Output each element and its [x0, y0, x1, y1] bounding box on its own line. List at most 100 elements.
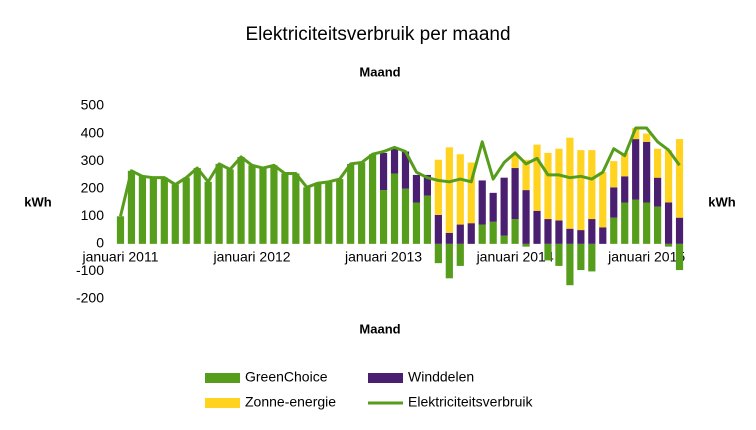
legend-swatch	[368, 373, 403, 383]
bar	[226, 169, 234, 244]
legend-swatch	[205, 373, 240, 383]
bar	[204, 181, 212, 244]
bar	[566, 243, 574, 286]
bar	[599, 227, 607, 244]
bar	[533, 144, 541, 211]
bar	[522, 159, 530, 191]
bar	[522, 190, 530, 244]
bar	[664, 150, 673, 203]
x-tick-label: januari 2014	[476, 249, 554, 265]
bar	[368, 154, 377, 244]
x-tick-label: januari 2013	[344, 249, 422, 265]
x-tick-label: januari 2015	[607, 249, 685, 265]
legend-label: Zonne-energie	[245, 394, 336, 410]
bar	[434, 159, 442, 215]
bar	[259, 168, 267, 244]
bar	[588, 243, 596, 272]
bar	[610, 161, 618, 188]
bar	[653, 177, 662, 207]
bar	[544, 219, 552, 244]
line	[119, 126, 681, 217]
bar	[171, 184, 179, 244]
bar	[632, 199, 640, 244]
x-tick-label: januari 2011	[81, 249, 158, 265]
bar	[632, 139, 640, 200]
bar	[314, 183, 322, 244]
bar	[544, 243, 552, 261]
y2-axis-title: kWh	[708, 194, 736, 209]
bar	[127, 170, 136, 244]
bar	[664, 202, 673, 244]
bar	[281, 173, 289, 244]
bar	[445, 243, 453, 279]
y-tick-label: -200	[76, 290, 104, 306]
bar	[434, 243, 442, 264]
bar	[511, 168, 519, 220]
bar	[632, 128, 640, 140]
legend-label: GreenChoice	[245, 369, 328, 385]
bar	[390, 148, 399, 174]
bar	[292, 173, 300, 244]
bar	[522, 243, 530, 247]
legend-label: Winddelen	[408, 369, 474, 385]
bar	[379, 190, 388, 244]
bar	[489, 221, 497, 244]
y-tick-label: 400	[81, 124, 105, 140]
bar	[412, 202, 421, 244]
legend-swatch	[205, 398, 240, 408]
y-tick-label: 0	[96, 235, 104, 251]
x-axis-title: Maand	[359, 321, 400, 336]
bar	[358, 162, 366, 244]
bar	[489, 192, 497, 222]
bar	[116, 216, 125, 244]
bar	[621, 202, 629, 244]
bar	[478, 180, 486, 225]
bar	[566, 137, 574, 229]
bar	[456, 154, 464, 225]
bar	[544, 152, 552, 220]
bar	[149, 177, 157, 244]
bar	[390, 173, 399, 244]
bar	[434, 214, 442, 244]
bar	[445, 232, 453, 244]
bar	[566, 228, 574, 244]
bar	[533, 210, 541, 244]
bar	[401, 188, 410, 244]
bar	[610, 187, 618, 218]
bar	[401, 151, 410, 189]
bar	[445, 147, 453, 233]
bar	[138, 176, 147, 244]
bar	[643, 141, 651, 203]
bar	[237, 157, 245, 244]
bar	[610, 217, 618, 244]
bar	[193, 168, 201, 244]
bar	[664, 243, 673, 247]
y-tick-label: 500	[81, 97, 105, 113]
bar	[467, 223, 475, 244]
bar	[456, 224, 464, 244]
y-axis-title: kWh	[24, 194, 52, 209]
bar	[675, 139, 684, 218]
bar	[412, 174, 421, 203]
bar	[653, 148, 662, 178]
y-tick-label: -100	[76, 262, 104, 278]
bar	[379, 152, 388, 191]
bar	[555, 148, 563, 221]
bar	[500, 177, 508, 236]
bar	[577, 150, 585, 231]
bar	[215, 163, 223, 244]
bar	[182, 177, 190, 244]
bar	[643, 202, 651, 244]
bar	[347, 163, 355, 244]
bar	[675, 217, 684, 244]
y-tick-label: 100	[81, 207, 105, 223]
bar	[336, 179, 344, 244]
bar	[467, 162, 475, 224]
bar	[511, 219, 519, 244]
bar	[160, 177, 168, 244]
subtitle: Maand	[359, 64, 400, 79]
y-tick-label: 200	[81, 179, 105, 195]
bar	[270, 165, 278, 244]
